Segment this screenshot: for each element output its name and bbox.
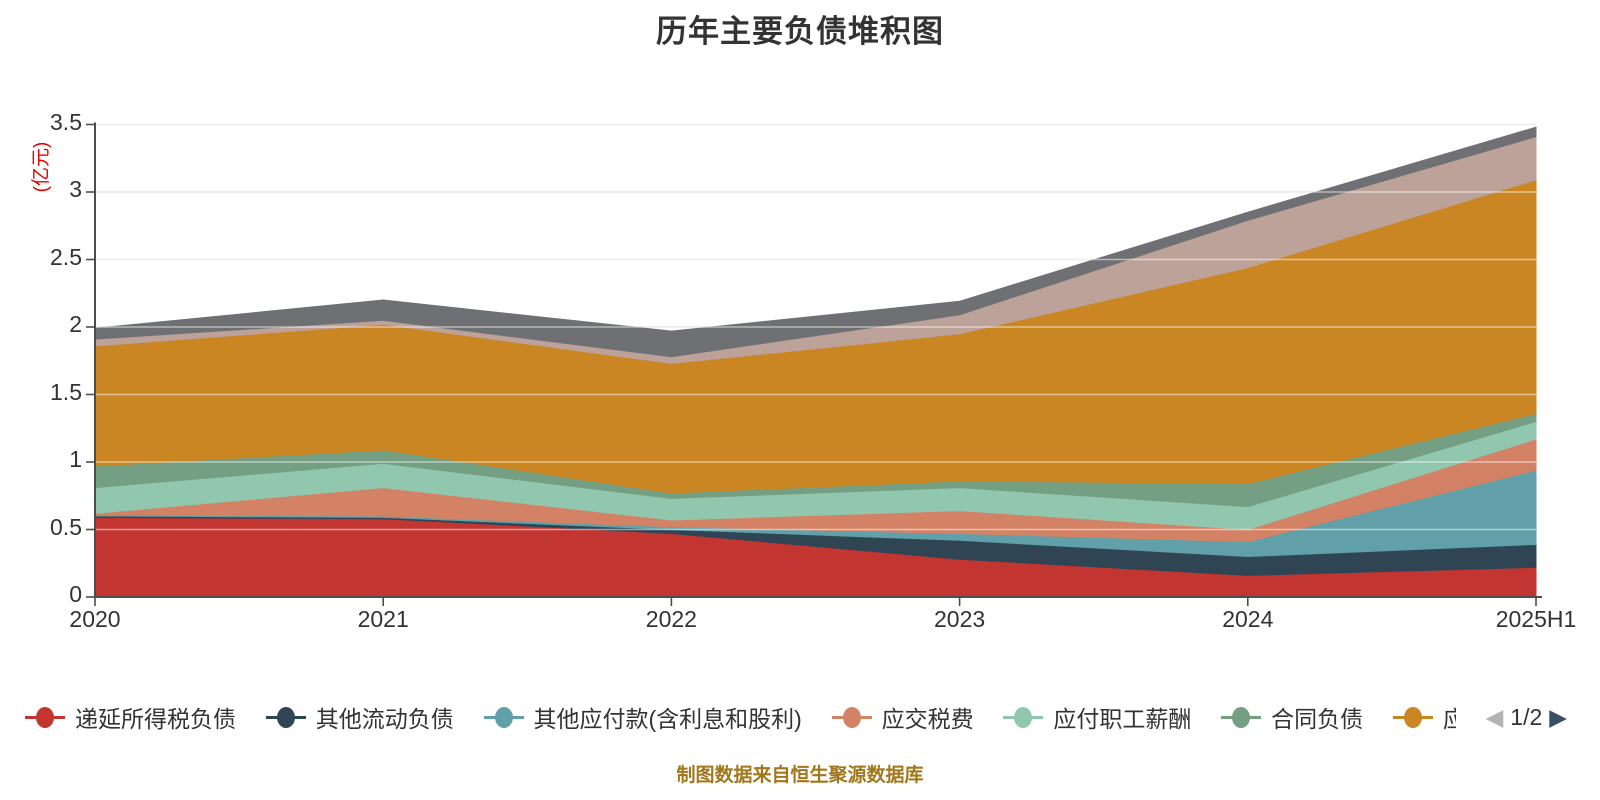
legend-label: 递延所得税负债 [75, 706, 236, 732]
x-tick-label: 2021 [357, 606, 409, 632]
legend-item-7[interactable]: 应 [1392, 700, 1456, 734]
legend-line-circle-icon [1003, 706, 1044, 728]
legend-line-circle-icon [1392, 706, 1433, 728]
legend-pager-next-icon[interactable]: ▶ [1549, 703, 1567, 730]
legend-pager-prev-icon[interactable]: ◀ [1485, 703, 1504, 730]
legend-item-6[interactable]: 合同负债 [1221, 700, 1363, 734]
area-series-9 [94, 126, 1537, 358]
y-tick-label: 3.5 [50, 108, 82, 135]
legend-line-circle-icon [483, 706, 524, 728]
legend-label: 其他应付款(含利息和股利) [533, 706, 802, 732]
y-tick-label: 2 [69, 311, 82, 337]
y-tick-label: 0 [69, 581, 82, 607]
legend-item-3[interactable]: 其他应付款(含利息和股利) [483, 700, 802, 734]
x-tick-label: 2022 [645, 606, 697, 632]
y-tick-label: 1.5 [50, 378, 82, 405]
legend-item-4[interactable]: 应交税费 [831, 700, 974, 734]
legend: 递延所得税负债 其他流动负债 其他应付款(含利息和股利) 应交税费 应付职工薪酬 合同负债… [25, 697, 1567, 737]
legend-line-circle-icon [25, 706, 65, 728]
legend-line-circle-icon [1221, 706, 1262, 728]
legend-item-2[interactable]: 其他流动负债 [265, 700, 454, 734]
legend-label: 应付职工薪酬 [1053, 706, 1192, 732]
legend-label: 应 [1442, 706, 1456, 732]
legend-label: 其他流动负债 [315, 706, 454, 732]
page-title: 历年主要负债堆积图 [656, 14, 944, 49]
data-source-caption: 制图数据来自恒生聚源数据库 [676, 765, 924, 786]
legend-line-circle-icon [265, 706, 306, 728]
x-tick-label: 2023 [934, 606, 986, 632]
legend-pager: ◀ 1/2 ▶ [1486, 704, 1567, 731]
legend-line-circle-icon [831, 706, 872, 728]
legend-item-1[interactable]: 递延所得税负债 [25, 700, 236, 734]
y-tick-label: 0.5 [50, 513, 82, 540]
y-tick-label: 2.5 [50, 243, 82, 270]
legend-label: 合同负债 [1271, 706, 1364, 732]
legend-item-5[interactable]: 应付职工薪酬 [1003, 700, 1191, 734]
x-tick-label: 2025H1 [1495, 606, 1577, 632]
legend-pager-text: 1/2 [1510, 703, 1543, 730]
x-tick-label: 2020 [69, 606, 121, 632]
y-tick-label: 3 [69, 176, 82, 202]
legend-label: 应交税费 [881, 706, 974, 732]
x-tick-label: 2024 [1222, 606, 1274, 632]
y-tick-label: 1 [69, 446, 82, 472]
